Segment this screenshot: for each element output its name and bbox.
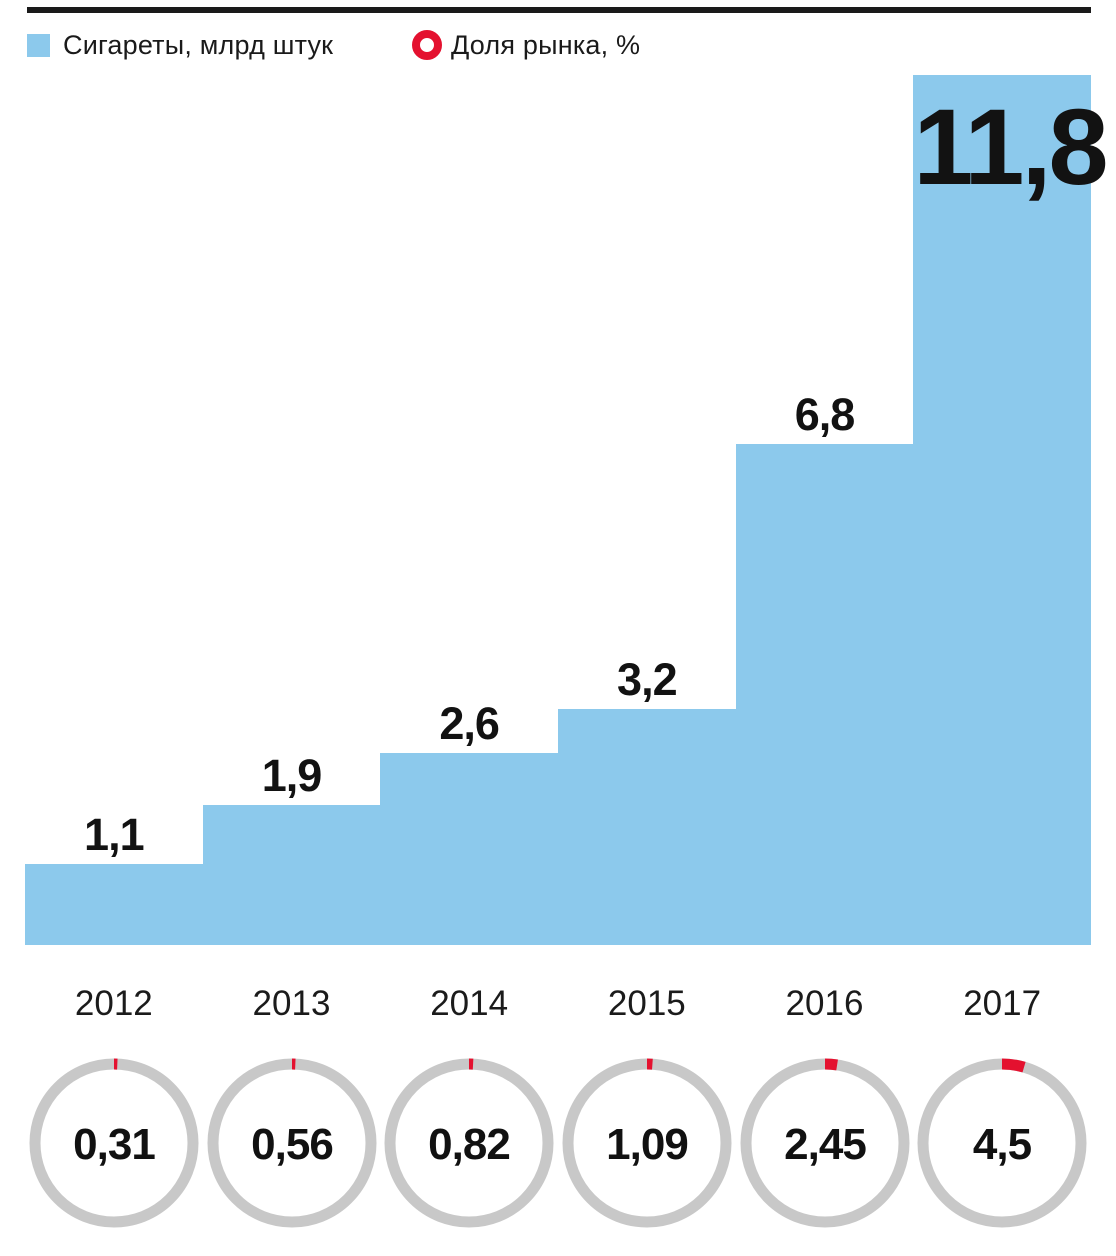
legend-item-market-share: Доля рынка, % xyxy=(412,28,640,62)
bar-2013 xyxy=(202,804,381,945)
top-rule xyxy=(27,7,1091,13)
market-share-value: 0,31 xyxy=(73,1120,155,1169)
legend-label-cigarettes: Сигареты, млрд штук xyxy=(63,29,334,60)
bar-value-label: 11,8 xyxy=(913,86,1108,207)
legend-ring-swatch xyxy=(412,30,442,60)
legend-square-swatch xyxy=(27,33,50,57)
donut-share-arc xyxy=(1002,1058,1026,1073)
year-label-2017: 2017 xyxy=(963,984,1042,1023)
market-share-donut-2015: 1,09 xyxy=(558,1054,736,1237)
legend: Сигареты, млрд штук Доля рынка, % xyxy=(0,28,1116,62)
bar-value-label: 1,1 xyxy=(84,808,145,860)
donut-share-arc xyxy=(824,1058,838,1071)
year-label-2015: 2015 xyxy=(607,984,686,1023)
bar-2012 xyxy=(25,863,204,945)
market-share-donut-2012: 0,31 xyxy=(25,1054,203,1237)
year-label-2016: 2016 xyxy=(785,984,864,1023)
bar-value-label: 2,6 xyxy=(439,698,500,750)
bar-2014 xyxy=(380,753,559,945)
market-share-value: 4,5 xyxy=(973,1120,1032,1169)
bar-2016 xyxy=(735,443,914,945)
bar-value-label: 6,8 xyxy=(794,388,856,440)
bar-value-label: 3,2 xyxy=(617,654,678,706)
legend-label-market-share: Доля рынка, % xyxy=(451,29,641,60)
bar-2017 xyxy=(913,75,1092,945)
bar-value-label: 1,9 xyxy=(261,749,323,801)
market-share-donut-2013: 0,56 xyxy=(203,1054,381,1237)
legend-item-cigarettes: Сигареты, млрд штук xyxy=(27,28,333,62)
market-share-value: 0,56 xyxy=(251,1120,333,1169)
year-label-2013: 2013 xyxy=(252,984,331,1023)
market-share-donut-2016: 2,45 xyxy=(736,1054,914,1237)
market-share-value: 1,09 xyxy=(606,1120,688,1169)
market-share-value: 2,45 xyxy=(784,1120,866,1169)
market-share-donut-2014: 0,82 xyxy=(380,1054,558,1237)
bar-2015 xyxy=(558,709,737,945)
market-share-donut-2017: 4,5 xyxy=(913,1054,1091,1237)
year-label-2012: 2012 xyxy=(74,984,153,1023)
year-label-2014: 2014 xyxy=(430,984,509,1023)
market-share-value: 0,82 xyxy=(428,1120,510,1169)
